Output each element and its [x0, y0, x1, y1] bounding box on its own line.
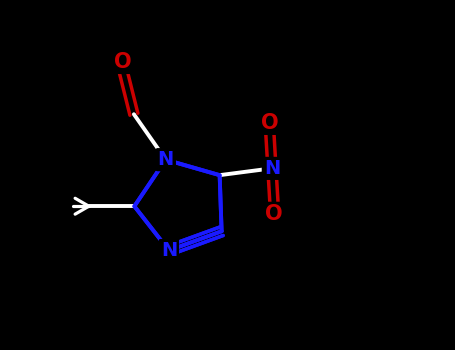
- Text: N: N: [264, 159, 280, 178]
- Text: N: N: [161, 241, 177, 260]
- Text: O: O: [265, 204, 283, 224]
- Text: N: N: [264, 159, 280, 178]
- Text: O: O: [114, 52, 131, 72]
- Text: N: N: [161, 241, 177, 260]
- Text: N: N: [157, 150, 174, 169]
- Text: O: O: [261, 113, 278, 133]
- Text: N: N: [157, 150, 174, 169]
